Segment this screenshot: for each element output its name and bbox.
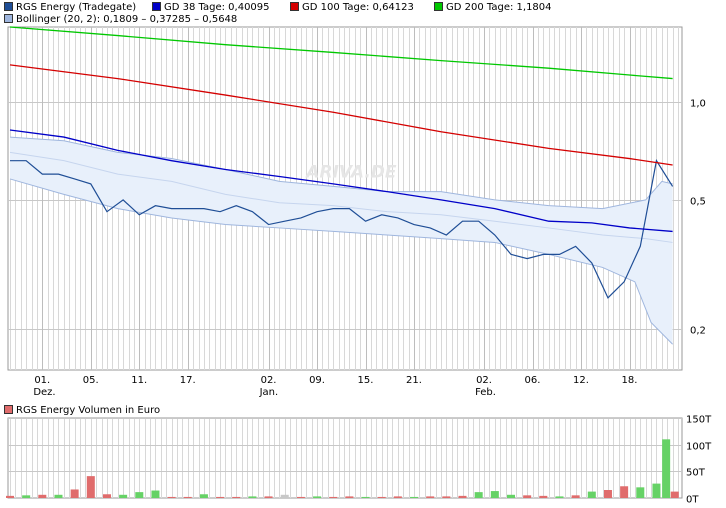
- legend-label-bollinger: Bollinger (20, 2): 0,1809 – 0,37285 – 0,…: [16, 14, 238, 25]
- volume-bar: [587, 491, 596, 498]
- gd200-line: [9, 26, 673, 80]
- price-line: [10, 159, 674, 299]
- x-tick-label: 09.: [309, 375, 325, 386]
- legend-label-gd200: GD 200 Tage: 1,1804: [446, 2, 552, 13]
- price-y-tick-label: 0,5: [690, 197, 706, 208]
- volume-bar: [216, 496, 225, 498]
- legend-item-gd200: GD 200 Tage: 1,1804: [434, 2, 552, 14]
- bollinger-band-area: [10, 137, 673, 345]
- bollinger-middle-line: [9, 151, 673, 243]
- volume-bar: [523, 495, 532, 498]
- legend-item-gd38: GD 38 Tage: 0,40095: [152, 2, 270, 14]
- x-tick-sublabel: Feb.: [475, 387, 496, 398]
- x-tick-label: 21.: [406, 375, 422, 386]
- gd38-swatch-icon: [152, 2, 161, 11]
- volume-bar: [54, 494, 63, 498]
- bollinger-swatch-icon: [4, 14, 13, 23]
- volume-y-tick-label: 50T: [686, 468, 706, 479]
- volume-bar: [652, 483, 661, 498]
- volume-bar: [329, 496, 338, 498]
- watermark-logo: ARIVA.DE: [304, 163, 397, 183]
- legend-label-volume: RGS Energy Volumen in Euro: [16, 405, 161, 416]
- volume-bar: [410, 496, 419, 498]
- legend-label-price: RGS Energy (Tradegate): [16, 2, 137, 13]
- x-tick-sublabel: Dez.: [33, 387, 55, 398]
- volume-bar: [458, 495, 467, 498]
- volume-bar: [86, 476, 95, 498]
- x-tick-label: 15.: [358, 375, 374, 386]
- volume-bar: [183, 496, 192, 498]
- price-y-tick-label: 1,0: [690, 99, 706, 110]
- volume-bar: [555, 496, 564, 498]
- volume-y-tick-label: 100T: [686, 442, 712, 453]
- x-tick-sublabel: Jan.: [259, 387, 279, 398]
- volume-bar: [636, 487, 645, 498]
- volume-bar: [135, 492, 144, 498]
- volume-bar: [167, 496, 176, 498]
- x-tick-label: 02.: [261, 375, 277, 386]
- volume-bar: [102, 494, 111, 498]
- volume-bar: [264, 496, 273, 498]
- x-tick-label: 01.: [34, 375, 50, 386]
- volume-bar: [571, 495, 580, 498]
- volume-bar: [345, 496, 354, 498]
- gd100-swatch-icon: [290, 2, 299, 11]
- x-tick-label: 17.: [180, 375, 196, 386]
- volume-bar: [426, 496, 435, 498]
- legend-label-gd100: GD 100 Tage: 0,64123: [302, 2, 414, 13]
- volume-legend: RGS Energy Volumen in Euro: [4, 405, 160, 417]
- volume-bar: [151, 490, 160, 498]
- volume-bar: [377, 496, 386, 498]
- volume-bar: [199, 494, 208, 498]
- legend-item-bollinger: Bollinger (20, 2): 0,1809 – 0,37285 – 0,…: [4, 14, 237, 26]
- volume-bar: [313, 496, 322, 498]
- x-tick-label: 12.: [573, 375, 589, 386]
- legend-label-gd38: GD 38 Tage: 0,40095: [164, 2, 270, 13]
- volume-y-tick-label: 150T: [686, 415, 712, 426]
- volume-bar: [393, 496, 402, 498]
- x-tick-label: 11.: [131, 375, 147, 386]
- volume-swatch-icon: [4, 405, 13, 414]
- x-tick-label: 05.: [83, 375, 99, 386]
- volume-y-tick-label: 0T: [686, 495, 699, 506]
- gd200-swatch-icon: [434, 2, 443, 11]
- volume-bar: [490, 491, 499, 498]
- legend-item-price: RGS Energy (Tradegate): [4, 2, 136, 14]
- volume-bar: [22, 495, 31, 498]
- volume-bar: [474, 492, 483, 498]
- volume-bar: [361, 496, 370, 498]
- x-tick-label: 02.: [476, 375, 492, 386]
- volume-bar: [662, 439, 671, 498]
- x-tick-label: 18.: [622, 375, 638, 386]
- volume-bar: [248, 496, 257, 498]
- volume-bar: [539, 495, 548, 498]
- volume-bar: [620, 486, 629, 498]
- volume-bar: [70, 489, 79, 498]
- volume-bar: [38, 494, 47, 498]
- volume-bar: [232, 496, 241, 498]
- price-y-tick-label: 0,2: [690, 326, 706, 337]
- volume-bar: [507, 494, 515, 498]
- volume-bar: [603, 490, 612, 498]
- volume-bar: [119, 494, 128, 498]
- volume-bar: [280, 494, 289, 498]
- volume-bar: [670, 491, 679, 498]
- price-swatch-icon: [4, 2, 13, 11]
- x-tick-label: 06.: [525, 375, 541, 386]
- gd100-line: [9, 64, 673, 166]
- gd38-line: [9, 129, 673, 233]
- volume-bar: [442, 496, 451, 498]
- volume-bar: [296, 496, 305, 498]
- volume-bar: [6, 495, 14, 498]
- legend-item-gd100: GD 100 Tage: 0,64123: [290, 2, 414, 14]
